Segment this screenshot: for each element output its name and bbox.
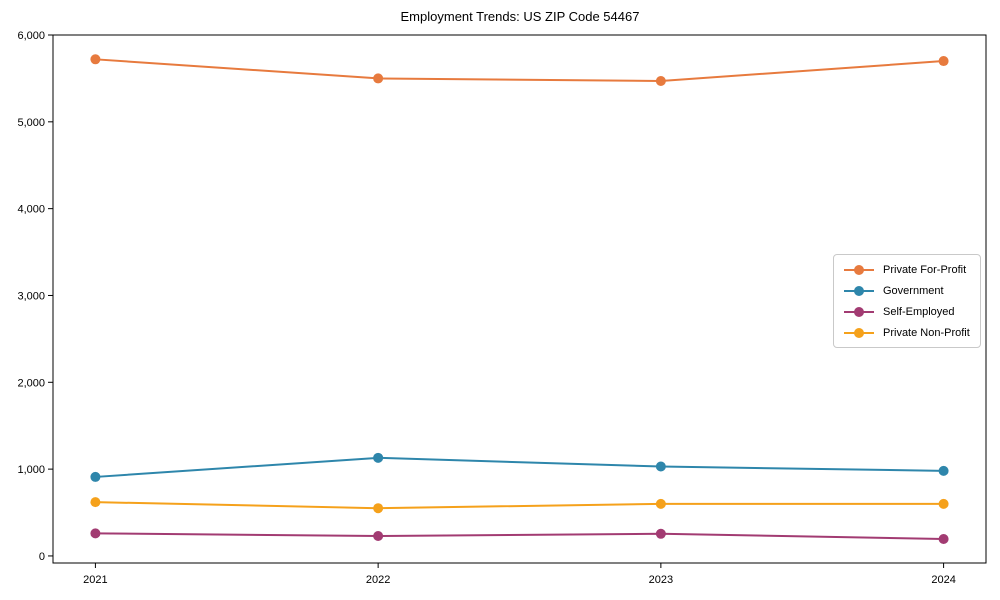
chart-title: Employment Trends: US ZIP Code 54467 bbox=[401, 9, 640, 24]
series-marker-government bbox=[938, 465, 949, 476]
series-line-private-for-profit bbox=[94, 58, 945, 83]
series-marker-self-employed bbox=[938, 534, 949, 545]
series-marker-self-employed bbox=[655, 528, 666, 539]
legend-item-self-employed: Self-Employed bbox=[844, 304, 970, 319]
y-axis-tick-label: 2,000 bbox=[17, 377, 45, 389]
series-marker-private-non-profit bbox=[938, 498, 949, 509]
legend-item-government: Government bbox=[844, 283, 970, 298]
series-line-self-employed bbox=[94, 532, 945, 541]
series-marker-private-for-profit bbox=[90, 54, 101, 65]
y-axis-tick-label: 4,000 bbox=[17, 204, 45, 216]
legend-label: Private Non-Profit bbox=[883, 326, 970, 339]
legend-line-marker-icon bbox=[844, 327, 874, 338]
legend-line-marker-icon bbox=[844, 306, 874, 317]
series-marker-private-non-profit bbox=[655, 498, 666, 509]
legend-label: Government bbox=[883, 284, 944, 297]
series-marker-government bbox=[655, 461, 666, 472]
x-axis-tick-label: 2022 bbox=[366, 574, 390, 586]
legend-label: Private For-Profit bbox=[883, 263, 967, 276]
legend-line-marker-icon bbox=[844, 285, 874, 296]
x-axis-tick-label: 2024 bbox=[931, 574, 955, 586]
x-axis-tick-label: 2023 bbox=[649, 574, 673, 586]
series-marker-private-for-profit bbox=[373, 73, 384, 84]
series-marker-government bbox=[90, 471, 101, 482]
series-marker-self-employed bbox=[373, 530, 384, 541]
y-axis-tick-label: 1,000 bbox=[17, 464, 45, 476]
legend: Private For-Profit Government Self-Employe… bbox=[833, 254, 981, 348]
legend-item-private-for-profit: Private For-Profit bbox=[844, 262, 970, 277]
series-marker-private-for-profit bbox=[655, 76, 666, 87]
series-marker-government bbox=[373, 452, 384, 463]
series-line-government bbox=[94, 456, 945, 478]
x-axis-tick-label: 2021 bbox=[83, 574, 107, 586]
series-line-private-non-profit bbox=[94, 501, 945, 510]
y-axis-tick-label: 6,000 bbox=[17, 30, 45, 42]
legend-label: Self-Employed bbox=[883, 305, 955, 318]
y-axis-tick-label: 0 bbox=[39, 551, 45, 563]
y-axis-tick-label: 3,000 bbox=[17, 290, 45, 302]
y-axis-tick-label: 5,000 bbox=[17, 117, 45, 129]
series-marker-private-non-profit bbox=[90, 497, 101, 508]
legend-item-private-non-profit: Private Non-Profit bbox=[844, 325, 970, 340]
series-marker-private-for-profit bbox=[938, 56, 949, 67]
plot-area: 0 1,000 2,000 3,000 4,000 5,000 6,000 2021 2022 2… bbox=[17, 30, 987, 586]
legend-line-marker-icon bbox=[844, 264, 874, 275]
series-marker-private-non-profit bbox=[373, 503, 384, 514]
series-marker-self-employed bbox=[90, 528, 101, 539]
plot-frame bbox=[52, 34, 987, 564]
